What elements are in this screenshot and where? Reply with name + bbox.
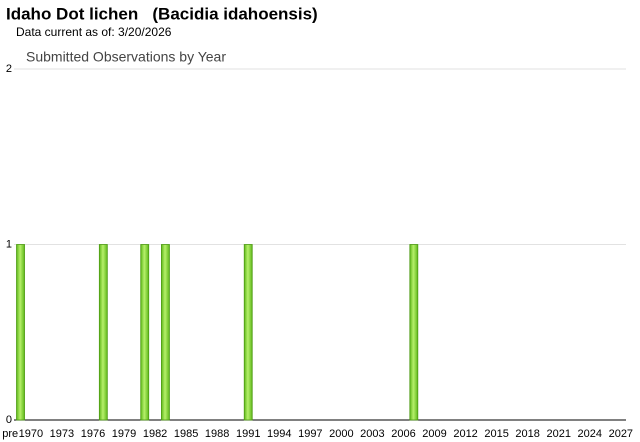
- x-tick-label: 1973: [50, 428, 74, 440]
- x-tick-label: 1985: [174, 428, 198, 440]
- x-tick-label: pre: [2, 428, 18, 440]
- x-tick-label: 1970: [19, 428, 43, 440]
- data-date: Data current as of: 3/20/2026: [16, 25, 172, 39]
- bar: [140, 244, 150, 421]
- x-tick-label: 1997: [298, 428, 322, 440]
- x-tick-label: 2003: [360, 428, 384, 440]
- x-tick-label: 2012: [453, 428, 477, 440]
- y-tick-label: 1: [6, 238, 12, 250]
- bar: [16, 244, 25, 421]
- bar: [98, 244, 108, 421]
- x-tick-label: 2006: [391, 428, 415, 440]
- x-tick-label: 1988: [205, 428, 229, 440]
- x-tick-label: 1979: [112, 428, 136, 440]
- x-tick-label: 1994: [267, 428, 291, 440]
- x-tick-label: 1991: [236, 428, 260, 440]
- x-tick-label: 2000: [329, 428, 353, 440]
- x-tick-label: 1982: [143, 428, 167, 440]
- x-tick-label: 2015: [484, 428, 508, 440]
- chart-title: Submitted Observations by Year: [26, 49, 226, 65]
- x-tick-label: 2009: [422, 428, 446, 440]
- bar: [161, 244, 170, 421]
- x-tick-label: 2027: [609, 428, 633, 440]
- x-tick-label: 2021: [546, 428, 570, 440]
- y-tick-label: 0: [6, 414, 12, 426]
- y-tick-label: 2: [6, 63, 12, 75]
- x-tick-label: 1976: [81, 428, 105, 440]
- bar: [243, 244, 253, 421]
- bar: [409, 244, 419, 421]
- x-tick-label: 2024: [578, 428, 602, 440]
- page-title: Idaho Dot lichen (Bacidia idahoensis): [6, 4, 318, 23]
- x-tick-label: 2018: [515, 428, 539, 440]
